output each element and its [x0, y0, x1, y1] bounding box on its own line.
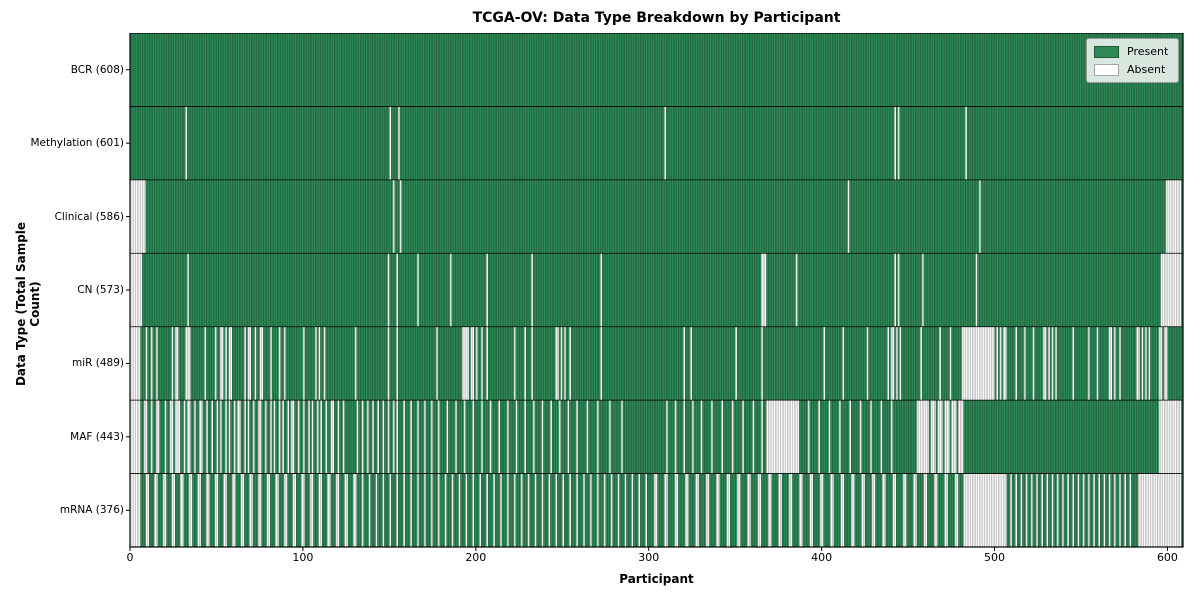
legend-absent-label: Absent	[1127, 63, 1166, 76]
y-tick-label-bcr: BCR (608)	[70, 63, 124, 76]
bar-edge-texture	[130, 33, 1183, 547]
legend-entry-present: Present	[1094, 45, 1168, 58]
x-tick-label: 100	[292, 551, 314, 564]
y-tick-label-methylation: Methylation (601)	[30, 137, 124, 150]
y-axis-label: Data Type (Total Sample Count)	[14, 221, 42, 387]
x-tick-label: 400	[811, 551, 833, 564]
heatmap-canvas	[126, 33, 1184, 551]
chart-title: TCGA-OV: Data Type Breakdown by Particip…	[472, 10, 841, 26]
x-tick-label: 300	[638, 551, 660, 564]
x-tick-label: 200	[465, 551, 487, 564]
legend: Present Absent	[1086, 38, 1180, 83]
absent-swatch-icon	[1094, 63, 1119, 76]
y-tick-label-mrna: mRNA (376)	[59, 504, 124, 517]
present-swatch-icon	[1094, 45, 1119, 58]
x-tick-label: 0	[126, 551, 134, 564]
y-tick-label-mir: miR (489)	[71, 357, 124, 370]
y-tick-label-clinical: Clinical (586)	[54, 210, 124, 223]
x-tick-label: 500	[984, 551, 1006, 564]
x-tick-label: 600	[1156, 551, 1178, 564]
y-tick-label-cn: CN (573)	[77, 284, 124, 296]
legend-present-label: Present	[1127, 45, 1169, 58]
x-axis-label: Participant	[619, 572, 694, 586]
y-tick-label-maf: MAF (443)	[70, 430, 124, 443]
legend-entry-absent: Absent	[1094, 63, 1168, 76]
